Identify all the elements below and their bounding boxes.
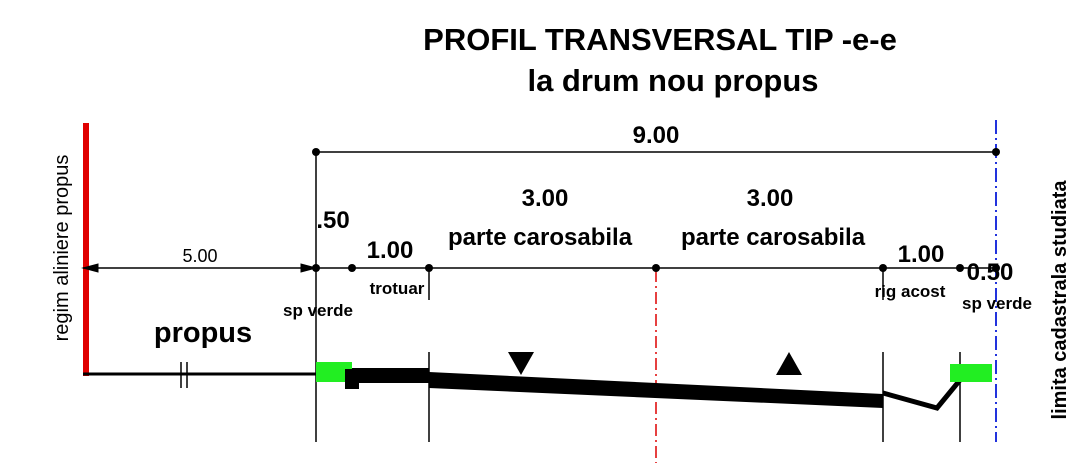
vertical-label: limita cadastrala studiata [1049, 180, 1071, 420]
marker [508, 352, 534, 375]
green-verge [316, 362, 352, 382]
points [312, 148, 1000, 272]
drawing [81, 120, 997, 463]
dimension: 9.00 [633, 122, 680, 149]
label: sp verde [962, 294, 1032, 313]
label: sp verde [283, 301, 353, 320]
dimension: 0.50 [967, 259, 1014, 286]
title: PROFIL TRANSVERSAL TIP -e-e [423, 22, 897, 57]
label: parte carosabila [448, 224, 633, 251]
ditch [882, 378, 962, 411]
label: propus [154, 317, 252, 349]
dimension: .50 [316, 207, 349, 234]
dimension: 1.00 [898, 241, 945, 268]
arrow [81, 263, 99, 273]
label: parte carosabila [681, 224, 866, 251]
roadway [429, 372, 883, 408]
dimension: 1.00 [367, 237, 414, 264]
label: rig acost [875, 282, 946, 301]
dimension: 3.00 [747, 185, 794, 212]
marker [776, 352, 802, 375]
subtitle: la drum nou propus [527, 63, 818, 98]
arrow [300, 263, 318, 273]
vertical-label: regim aliniere propus [51, 155, 73, 342]
green-verge [950, 364, 992, 382]
sidewalk [352, 368, 429, 383]
label: trotuar [370, 279, 425, 298]
dimension: 5.00 [182, 246, 217, 266]
dimension: 3.00 [522, 185, 569, 212]
